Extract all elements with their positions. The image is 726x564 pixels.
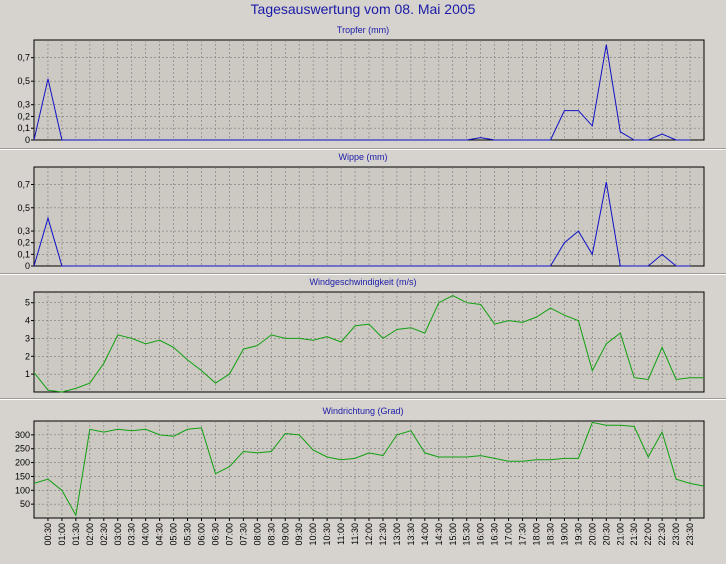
y-tick-label: 250 <box>15 444 30 454</box>
panel-title: Windgeschwindigkeit (m/s) <box>309 277 416 287</box>
chart-panel-1: Tropfer (mm) 0 0,1 0,20,3 0,5 0,7 <box>17 25 705 145</box>
y-tick-label: 0 <box>25 135 30 145</box>
y-tick-label: 4 <box>25 316 30 326</box>
panel-title: Windrichtung (Grad) <box>322 406 403 416</box>
panel-separator <box>0 398 726 400</box>
x-tick-label: 05:00 <box>169 523 179 546</box>
y-tick-label: 0,1 <box>17 249 30 259</box>
x-tick-label: 16:30 <box>490 523 500 546</box>
x-tick-label: 14:00 <box>420 523 430 546</box>
x-tick-label: 09:00 <box>280 523 290 546</box>
x-tick-label: 13:00 <box>392 523 402 546</box>
x-tick-label: 22:30 <box>657 523 667 546</box>
y-tick-label: 50 <box>20 499 30 509</box>
x-tick-label: 02:30 <box>99 523 109 546</box>
y-tick-label: 0,5 <box>17 76 30 86</box>
x-tick-label: 03:30 <box>127 523 137 546</box>
x-tick-label: 10:30 <box>322 523 332 546</box>
y-tick-label: 0,5 <box>17 203 30 213</box>
y-tick-label: 100 <box>15 485 30 495</box>
x-axis: 00:30 01:00 01:30 02:00 02:30 03:00 03:30 04:00… <box>43 518 695 546</box>
y-tick-label: 0,2 <box>17 111 30 121</box>
x-tick-label: 12:30 <box>378 523 388 546</box>
panel-title: Wippe (mm) <box>339 152 388 162</box>
x-tick-label: 23:00 <box>671 523 681 546</box>
x-tick-label: 07:00 <box>224 523 234 546</box>
x-tick-label: 09:30 <box>294 523 304 546</box>
x-tick-label: 17:30 <box>518 523 528 546</box>
series-line <box>33 44 690 141</box>
panel-title: Tropfer (mm) <box>337 25 389 35</box>
x-tick-label: 16:00 <box>476 523 486 546</box>
y-tick-label: 300 <box>15 430 30 440</box>
x-tick-label: 02:00 <box>85 523 95 546</box>
y-tick-label: 0,7 <box>17 179 30 189</box>
panel-separator <box>0 273 726 275</box>
x-tick-label: 17:00 <box>504 523 514 546</box>
x-tick-label: 00:30 <box>43 523 53 546</box>
x-tick-label: 12:00 <box>364 523 374 546</box>
chart-panel-2: Wippe (mm) 0 0,10,2 0,3 0,5 0,7 <box>17 152 705 271</box>
x-tick-label: 05:30 <box>183 523 193 546</box>
x-tick-label: 08:00 <box>252 523 262 546</box>
y-tick-label: 0 <box>25 261 30 271</box>
panel-separator <box>0 148 726 150</box>
x-tick-label: 06:00 <box>197 523 207 546</box>
y-tick-label: 0,3 <box>17 100 30 110</box>
x-tick-label: 20:00 <box>587 523 597 546</box>
x-tick-label: 15:00 <box>448 523 458 546</box>
x-tick-label: 06:30 <box>211 523 221 546</box>
y-tick-label: 1 <box>25 369 30 379</box>
series-line <box>33 182 690 267</box>
x-tick-label: 07:30 <box>238 523 248 546</box>
x-tick-label: 11:30 <box>350 523 360 545</box>
x-tick-label: 23:30 <box>685 523 695 546</box>
x-tick-label: 18:00 <box>532 523 542 546</box>
x-tick-label: 21:00 <box>615 523 625 546</box>
x-tick-label: 19:00 <box>559 523 569 546</box>
x-tick-label: 11:00 <box>336 523 346 545</box>
x-tick-label: 01:00 <box>57 523 67 546</box>
x-tick-label: 15:30 <box>462 523 472 546</box>
x-tick-label: 10:00 <box>308 523 318 546</box>
y-tick-label: 2 <box>25 351 30 361</box>
x-tick-label: 04:00 <box>141 523 151 546</box>
series-line <box>33 421 705 517</box>
series-line <box>33 295 704 393</box>
y-tick-label: 0,1 <box>17 123 30 133</box>
y-tick-label: 200 <box>15 458 30 468</box>
x-tick-label: 21:30 <box>629 523 639 546</box>
page-title: Tagesauswertung vom 08. Mai 2005 <box>250 1 476 17</box>
y-tick-label: 5 <box>25 298 30 308</box>
x-tick-label: 03:00 <box>113 523 123 546</box>
x-tick-label: 04:30 <box>155 523 165 546</box>
y-tick-label: 0,7 <box>17 53 30 63</box>
y-tick-label: 0,3 <box>17 226 30 236</box>
x-tick-label: 18:30 <box>546 523 556 546</box>
x-tick-label: 01:30 <box>71 523 81 546</box>
chart-panel-4: Windrichtung (Grad) 50 100 150 200 250 300 <box>15 406 705 519</box>
y-tick-label: 150 <box>15 471 30 481</box>
x-tick-label: 19:30 <box>573 523 583 546</box>
chart-panel-3: Windgeschwindigkeit (m/s) 1 2 3 4 5 <box>25 277 705 393</box>
y-tick-label: 3 <box>25 333 30 343</box>
x-tick-label: 14:30 <box>434 523 444 546</box>
x-tick-label: 20:30 <box>601 523 611 546</box>
y-tick-label: 0,2 <box>17 238 30 248</box>
x-tick-label: 13:30 <box>406 523 416 546</box>
x-tick-label: 22:00 <box>643 523 653 546</box>
x-tick-label: 08:30 <box>266 523 276 546</box>
